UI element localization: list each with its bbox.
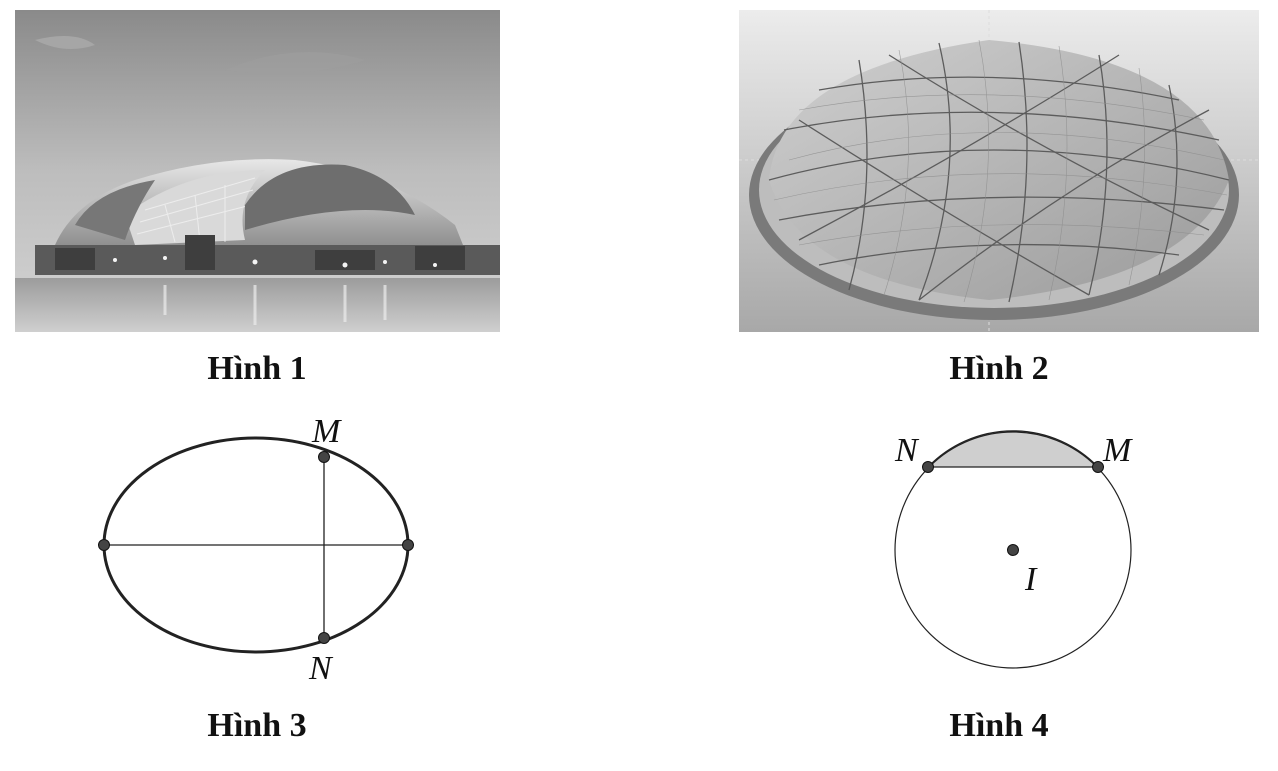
label-N: N: [308, 650, 334, 687]
shaded-segment: [926, 430, 1100, 468]
figure-4-caption: Hình 4: [949, 707, 1049, 744]
figure-4-circle-diagram: N M I: [885, 415, 1145, 675]
dome-wireframe-render: [739, 10, 1259, 332]
point-N: [922, 461, 934, 473]
figure-2-caption: Hình 2: [949, 350, 1049, 387]
figure-1-caption: Hình 1: [207, 350, 307, 387]
point-right-vertex: [402, 539, 414, 551]
point-I: [1007, 544, 1019, 556]
label-I: I: [1024, 561, 1038, 598]
point-N: [318, 632, 330, 644]
label-M: M: [311, 413, 342, 450]
figure-3-caption: Hình 3: [207, 707, 307, 744]
figure-3-ellipse-diagram: M N: [90, 405, 430, 690]
point-left-vertex: [98, 539, 110, 551]
stadium-photo: [15, 10, 500, 332]
circle-outline: [894, 431, 1132, 669]
label-N: N: [894, 432, 920, 469]
label-M: M: [1102, 432, 1133, 469]
point-M: [318, 451, 330, 463]
point-M: [1092, 461, 1104, 473]
